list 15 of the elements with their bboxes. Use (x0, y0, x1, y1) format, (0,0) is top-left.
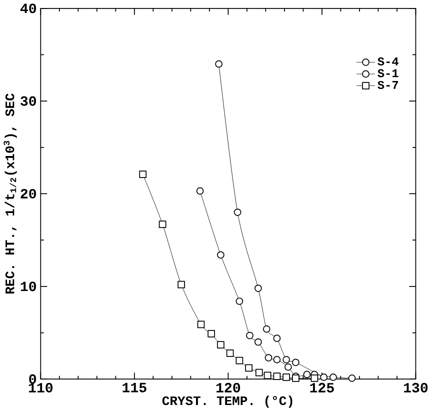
y-tick-label: 10 (20, 281, 36, 292)
x-tick-label: 115 (122, 382, 146, 392)
y-tick-label: 0 (29, 374, 36, 384)
legend-label: S-4 (378, 57, 398, 66)
x-tick-label: 120 (216, 382, 240, 392)
y-axis-title: REC. HT., 1/t$_{1/2}$(x10$^{3}$), SEC (4, 93, 17, 294)
y-tick-label: 40 (20, 3, 36, 14)
legend-label: S-7 (378, 80, 398, 89)
y-tick-label: 20 (20, 188, 36, 198)
legend-label: S-1 (378, 69, 398, 78)
x-tick-label: 125 (310, 382, 334, 392)
x-tick-label: 110 (28, 382, 53, 392)
x-tick-label: 130 (404, 382, 428, 392)
y-tick-label: 30 (20, 96, 36, 106)
x-axis-title: CRYST. TEMP. (°C) (162, 395, 292, 408)
